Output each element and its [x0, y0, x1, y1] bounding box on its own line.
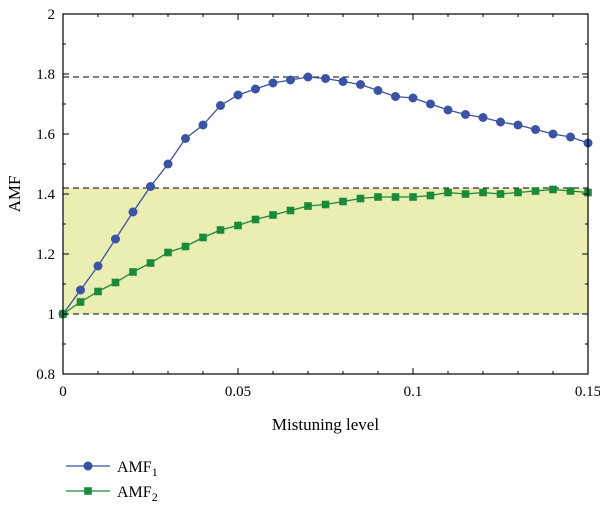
legend-label-amf2: AMF2 [117, 484, 158, 504]
point-amf2-9 [216, 226, 225, 234]
point-amf1-17 [356, 80, 365, 89]
point-amf1-10 [233, 90, 243, 100]
point-amf2-16 [339, 197, 347, 206]
point-amf2-6 [164, 248, 172, 257]
point-amf2-19 [391, 193, 400, 201]
point-amf2-14 [304, 202, 312, 210]
point-amf1-14 [303, 72, 313, 82]
legend-marker-amf1 [83, 461, 93, 471]
point-amf2-15 [321, 200, 330, 209]
point-amf1-2 [93, 261, 103, 271]
y-tick-label-1: 1 [48, 307, 56, 323]
point-amf2-12 [269, 211, 277, 219]
point-amf1-7 [181, 134, 190, 143]
point-amf1-5 [146, 182, 155, 191]
point-amf2-1 [76, 298, 85, 306]
ticks-layer: 0 0.05 0.1 0.15 0.8 1 1.2 1.4 1.6 1.8 2 [36, 7, 600, 400]
point-amf1-18 [373, 86, 383, 95]
y-tick-label-0: 0.8 [36, 367, 55, 383]
point-amf2-24 [479, 188, 487, 197]
point-amf1-25 [496, 117, 505, 127]
y-tick-label-2: 1.2 [36, 247, 55, 263]
point-amf1-15 [321, 74, 330, 83]
point-amf2-11 [251, 215, 260, 224]
highlight-band [63, 188, 588, 314]
point-amf2-2 [94, 287, 102, 296]
point-amf2-20 [409, 193, 417, 201]
point-amf2-13 [286, 206, 295, 215]
legend-subscript-amf2: 2 [152, 490, 158, 504]
x-axis-label: Mistuning level [272, 415, 379, 434]
legend: AMF1 AMF2 [66, 459, 158, 504]
y-tick-label-4: 1.6 [36, 127, 55, 143]
point-amf2-7 [181, 242, 190, 251]
point-amf1-22 [443, 105, 453, 115]
x-tick-label-1: 0.05 [225, 384, 251, 400]
point-amf2-8 [199, 233, 207, 242]
point-amf2-17 [356, 194, 365, 203]
y-tick-label-5: 1.8 [36, 67, 55, 83]
point-amf1-11 [251, 84, 260, 94]
point-amf1-28 [548, 129, 558, 139]
point-amf1-19 [391, 92, 400, 101]
legend-entry-amf2: AMF2 [66, 484, 158, 504]
point-amf1-9 [216, 101, 225, 110]
point-amf1-4 [128, 207, 138, 217]
legend-label-amf1: AMF1 [117, 459, 158, 479]
y-axis-label: AMF [5, 176, 24, 213]
point-amf2-29 [566, 187, 575, 195]
point-amf2-22 [444, 188, 452, 197]
point-amf2-5 [146, 259, 155, 267]
point-amf1-21 [426, 99, 435, 109]
point-amf2-10 [234, 221, 242, 230]
point-amf2-23 [461, 190, 470, 198]
point-amf2-4 [129, 268, 137, 276]
x-tick-label-3: 0.15 [575, 384, 600, 400]
point-amf1-20 [408, 93, 418, 103]
point-amf1-27 [531, 125, 540, 134]
legend-entry-amf1: AMF1 [66, 459, 158, 479]
legend-subscript-amf1: 1 [152, 465, 158, 479]
point-amf2-26 [514, 188, 522, 197]
point-amf2-18 [374, 193, 382, 201]
point-amf1-29 [566, 132, 575, 142]
x-tick-label-2: 0.1 [404, 384, 423, 400]
series-amf2 [59, 185, 592, 318]
point-amf1-16 [338, 77, 348, 86]
highlight-band-layer [63, 188, 588, 314]
point-amf2-27 [531, 187, 540, 195]
x-tick-label-0: 0 [59, 384, 67, 400]
legend-marker-amf2 [84, 487, 92, 495]
point-amf1-12 [268, 78, 278, 88]
point-amf2-21 [426, 191, 435, 200]
point-amf2-28 [549, 185, 557, 194]
point-amf1-13 [286, 75, 295, 85]
point-amf1-24 [478, 113, 488, 122]
point-amf2-3 [111, 278, 120, 287]
point-amf1-6 [163, 159, 173, 169]
y-tick-label-6: 2 [48, 7, 56, 23]
point-amf1-3 [111, 234, 120, 244]
point-amf1-23 [461, 110, 470, 119]
point-amf1-1 [76, 285, 85, 295]
point-amf1-26 [513, 120, 523, 130]
point-amf2-25 [496, 190, 505, 198]
y-tick-label-3: 1.4 [36, 187, 55, 203]
point-amf1-8 [198, 120, 208, 130]
